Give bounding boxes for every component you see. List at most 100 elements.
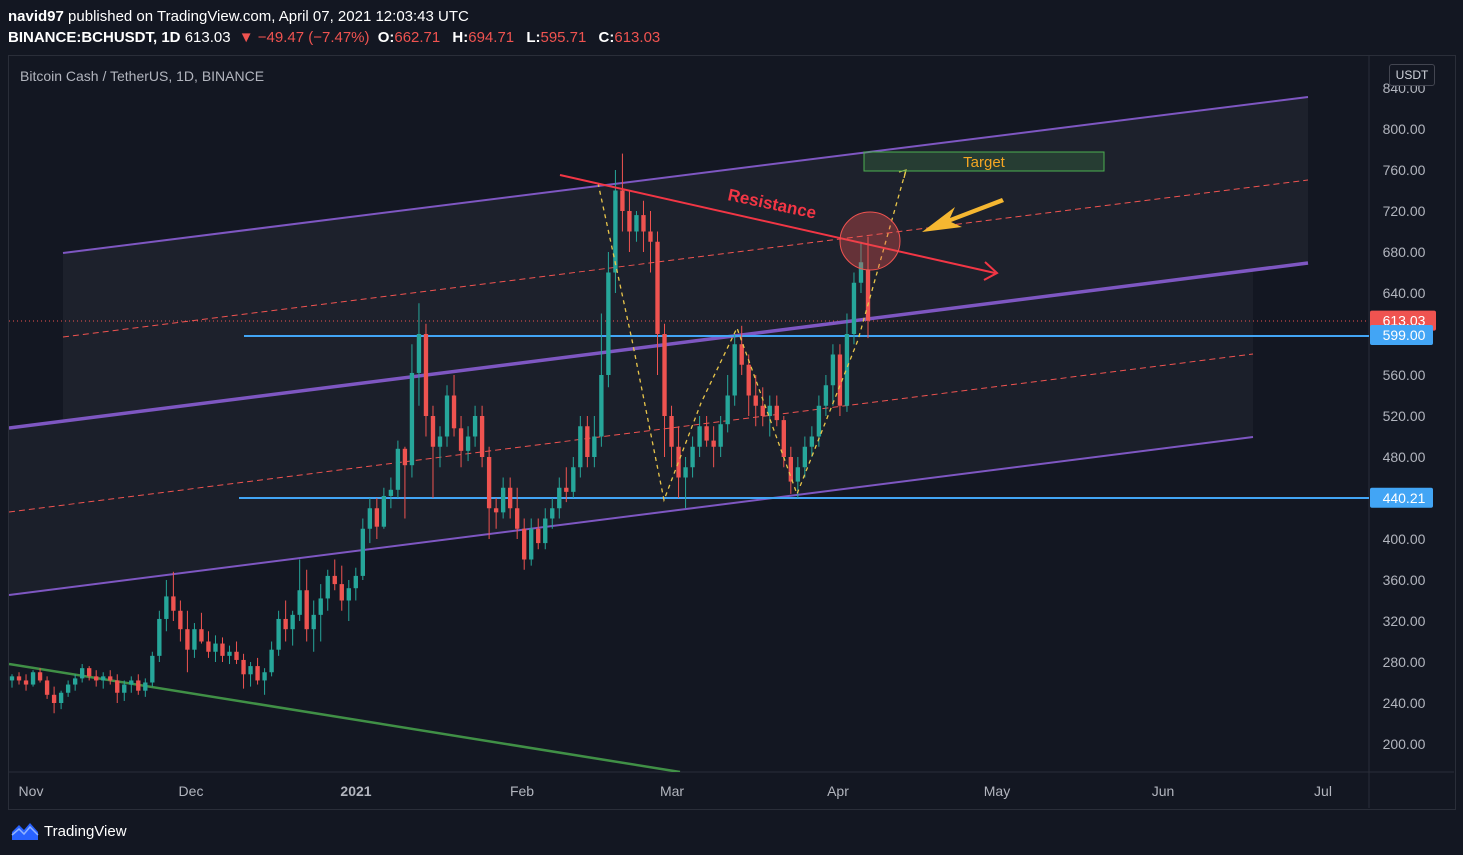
pattern-path <box>597 169 907 503</box>
candle <box>199 612 204 644</box>
candle-body <box>718 424 723 447</box>
candle <box>760 387 765 427</box>
candle <box>51 686 57 714</box>
tradingview-logo-icon[interactable] <box>10 820 40 842</box>
candle <box>262 668 267 695</box>
candle <box>465 426 471 462</box>
candle <box>522 518 527 570</box>
candle <box>276 610 281 656</box>
old-downtrend-line[interactable] <box>9 662 681 772</box>
price-axis[interactable]: 840.00800.00760.00720.00680.00640.00560.… <box>1383 80 1426 752</box>
candle-body <box>437 436 443 447</box>
candle-body <box>346 588 351 601</box>
price-tag: 599.00 <box>1370 325 1433 346</box>
channel-shading <box>63 97 1308 420</box>
candle <box>585 416 590 468</box>
candle-body <box>227 651 232 656</box>
price-axis-label: 320.00 <box>1383 613 1426 629</box>
candle-body <box>599 375 604 437</box>
price-axis-label: 400.00 <box>1383 531 1426 547</box>
candle <box>472 405 478 447</box>
author-name[interactable]: navid97 <box>8 8 64 25</box>
candle <box>613 170 618 293</box>
candle-body <box>304 590 309 630</box>
candle <box>346 580 351 621</box>
candle-body <box>297 590 302 615</box>
candle <box>500 477 506 519</box>
candle <box>830 344 836 406</box>
candles <box>9 153 871 714</box>
candle-body <box>823 385 829 406</box>
candle-body <box>332 575 337 585</box>
candle-body <box>171 596 176 611</box>
candle <box>30 670 36 687</box>
candle <box>718 416 723 457</box>
price-axis-label: 200.00 <box>1383 736 1426 752</box>
target-box[interactable] <box>863 151 1105 172</box>
candle-body <box>65 684 71 693</box>
candle-body <box>444 395 450 437</box>
upper-channel-top-line[interactable] <box>62 96 1309 254</box>
candle-body <box>220 643 225 656</box>
time-axis-label: Nov <box>19 783 44 799</box>
candle-body <box>627 211 632 232</box>
candle-body <box>795 467 801 482</box>
candle <box>550 498 555 529</box>
candle-body <box>648 231 653 242</box>
candle <box>634 211 639 242</box>
candle-body <box>479 416 485 457</box>
candle <box>543 508 548 550</box>
candle-body <box>423 334 429 416</box>
candle-body <box>283 618 288 630</box>
candle <box>381 487 387 529</box>
price-tag-label: 599.00 <box>1383 327 1426 343</box>
candle-body <box>592 436 597 457</box>
currency-button[interactable]: USDT <box>1389 64 1435 86</box>
candle-body <box>23 680 29 685</box>
candle-body <box>858 262 864 283</box>
candle-body <box>311 614 316 630</box>
candle <box>213 635 218 662</box>
candle-body <box>788 457 793 482</box>
candle-body <box>500 487 506 513</box>
candle-body <box>143 682 148 691</box>
candle <box>234 641 239 665</box>
time-axis-label: May <box>984 783 1010 799</box>
time-axis-label: Feb <box>510 783 534 799</box>
time-axis-label: Jul <box>1314 783 1332 799</box>
candle-body <box>339 584 344 601</box>
candle <box>788 446 793 494</box>
candle <box>164 580 169 632</box>
chart-area[interactable] <box>8 55 1456 810</box>
publish-header: navid97 published on TradingView.com, Ap… <box>8 6 668 48</box>
price-axis-label: 560.00 <box>1383 367 1426 383</box>
candle <box>655 231 660 375</box>
candle <box>753 375 758 427</box>
lower-channel-bottom-line[interactable] <box>9 436 1254 596</box>
candle <box>571 457 576 498</box>
candle <box>437 426 443 468</box>
resistance-line[interactable] <box>559 174 996 274</box>
candle <box>101 672 106 689</box>
publish-info: published on TradingView.com, April 07, … <box>63 8 469 25</box>
lower-channel-mid-line[interactable] <box>9 353 1254 513</box>
candle <box>711 426 716 468</box>
candle-body <box>37 672 43 681</box>
candle-body <box>213 643 218 652</box>
yellow-arrow-icon <box>922 198 1004 232</box>
candle <box>402 446 408 519</box>
candle-body <box>381 495 387 527</box>
candle-body <box>72 678 78 685</box>
time-axis[interactable]: Nov Dec 2021 Feb Mar Apr May Jun Jul <box>19 783 1332 799</box>
ohlc-line: BINANCE:BCHUSDT, 1D 613.03 ▼ −49.47 (−7.… <box>8 27 668 48</box>
time-axis-label: Jun <box>1152 783 1175 799</box>
candle <box>690 436 695 478</box>
footer-brand[interactable]: TradingView <box>44 822 127 840</box>
candle <box>662 323 667 457</box>
upper-channel-mid-line[interactable] <box>62 179 1309 338</box>
channel-middle-line[interactable] <box>9 261 1309 430</box>
candle <box>515 487 520 539</box>
candle-body <box>16 676 22 681</box>
candle <box>44 676 50 699</box>
